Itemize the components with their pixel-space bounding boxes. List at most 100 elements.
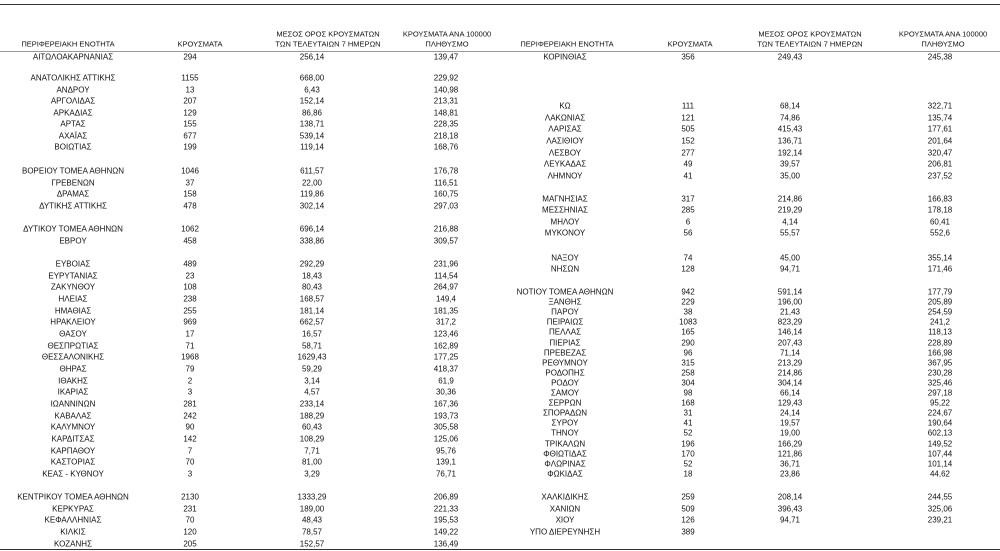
region-cell: ΣΥΡΟΥ [551,418,579,428]
region-cell: ΒΟΙΩΤΙΑΣ [54,142,92,152]
header-avg-7-days: ΤΩΝ ΤΕΛΕΥΤΑΙΩΝ 7 ΗΜΕΡΩΝ [757,39,863,49]
cases-cell: 56 [683,228,693,238]
cases-cell: 509 [681,504,695,514]
region-cell: ΚΕΑΣ - ΚΥΘΝΟΥ [42,469,104,479]
per-100k-cell: 149,22 [433,527,459,537]
region-cell: ΕΥΒΟΙΑΣ [55,259,91,269]
cases-cell: 458 [183,236,197,246]
cases-cell: 170 [681,449,695,459]
cases-cell: 71 [185,341,195,351]
per-100k-cell: 176,78 [433,166,459,176]
per-100k-cell: 116,51 [434,178,458,188]
cases-cell: 478 [183,201,197,211]
cases-cell: 31 [683,408,693,418]
avg-7-days-cell: 249,43 [777,52,803,62]
per-100k-cell: 355,14 [927,253,953,263]
region-cell: ΖΑΚΥΝΘΟΥ [50,282,96,292]
avg-7-days-cell: 192,14 [777,148,803,158]
per-100k-cell: 221,33 [433,504,459,514]
per-100k-cell: 206,89 [433,492,459,502]
region-cell: ΛΑΚΩΝΙΑΣ [544,113,586,123]
avg-7-days-cell: 48,43 [301,515,323,525]
per-100k-cell: 195,53 [433,515,459,525]
region-cell: ΠΑΡΟΥ [551,307,579,317]
cases-cell: 205 [183,539,197,549]
region-cell: ΛΑΣΙΘΙΟΥ [546,136,584,146]
per-100k-cell: 181,35 [433,306,459,316]
region-cell: ΠΙΕΡΙΑΣ [549,338,581,347]
region-cell: ΣΠΟΡΑΔΩΝ [542,408,588,418]
cases-cell: 70 [185,457,195,467]
avg-7-days-cell: 129,43 [777,398,803,408]
per-100k-cell: 177,25 [433,352,459,362]
header-avg-7-days: ΤΩΝ ΤΕΛΕΥΤΑΙΩΝ 7 ΗΜΕΡΩΝ [275,39,381,49]
cases-cell: 677 [183,131,197,140]
header-per-100k: ΚΡΟΥΣΜΑΤΑ ΑΝΑ 100000 [402,29,492,39]
region-cell: ΠΕΛΛΑΣ [548,327,582,337]
per-100k-cell: 171,46 [927,264,953,274]
region-cell: ΚΑΡΔΙΤΣΑΣ [51,434,95,444]
cases-cell: 315 [681,358,695,368]
cases-cell: 1046 [181,166,199,176]
cases-cell: 294 [183,52,197,62]
cases-cell: 3 [187,469,193,479]
cases-cell: 242 [183,411,197,421]
avg-7-days-cell: 68,14 [779,101,801,111]
region-cell: ΚΑΡΠΑΘΟΥ [50,446,96,456]
per-100k-cell: 76,71 [435,469,457,479]
per-100k-cell: 317,2 [435,317,457,327]
avg-7-days-cell: 338,86 [299,236,325,246]
cases-cell: 38 [683,307,693,317]
region-cell: ΚΕΝΤΡΙΚΟΥ ΤΟΜΕΑ ΑΘΗΝΩΝ [17,492,129,502]
avg-7-days-cell: 60,43 [301,422,323,432]
avg-7-days-cell: 7,71 [304,446,320,456]
cases-cell: 129 [183,108,197,117]
avg-7-days-cell: 71,14 [779,348,801,358]
header-rule [0,51,1000,52]
cases-cell: 41 [683,418,693,428]
per-100k-cell: 139,47 [433,52,459,62]
per-100k-cell: 213,31 [433,96,459,106]
avg-7-days-cell: 66,14 [779,388,801,398]
region-cell: ΠΡΕΒΕΖΑΣ [543,348,587,358]
avg-7-days-cell: 233,14 [299,399,325,409]
cases-cell: 90 [185,422,195,432]
per-100k-cell: 166,83 [927,194,953,204]
region-cell: ΚΕΦΑΛΛΗΝΙΑΣ [44,515,102,525]
per-100k-cell: 160,75 [433,189,459,199]
region-cell: ΠΕΙΡΑΙΩΣ [546,317,584,327]
region-cell: ΘΗΡΑΣ [59,364,87,374]
region-cell: ΧΙΟΥ [555,515,575,525]
region-cell: ΜΕΣΣΗΝΙΑΣ [542,205,588,215]
top-rule [0,4,1000,5]
per-100k-cell: 241,2 [929,317,951,327]
cases-cell: 505 [681,124,695,134]
header-region: ΠΕΡΙΦΕΡΕΙΑΚΗ ΕΝΟΤΗΤΑ [520,39,614,49]
region-cell: ΝΑΞΟΥ [551,253,579,263]
per-100k-cell: 177,79 [927,287,953,297]
region-cell: ΚΩ [559,101,571,111]
avg-7-days-cell: 16,57 [301,329,323,339]
per-100k-cell: 135,74 [927,113,953,123]
cases-cell: 23 [185,271,195,281]
cases-cell: 155 [183,119,197,129]
region-cell: ΑΡΤΑΣ [60,119,86,129]
region-cell: ΧΑΛΚΙΔΙΚΗΣ [541,492,589,502]
avg-7-days-cell: 3,14 [304,376,320,386]
per-100k-cell: 30,36 [435,387,457,397]
per-100k-cell: 239,21 [927,515,953,525]
avg-7-days-cell: 189,00 [299,504,325,514]
cases-cell: 285 [681,205,695,215]
cases-cell: 41 [683,171,693,181]
region-cell: ΜΥΚΟΝΟΥ [544,228,586,238]
region-cell: ΛΕΥΚΑΔΑΣ [543,159,587,169]
cases-cell: 229 [681,297,695,307]
avg-7-days-cell: 108,29 [299,434,325,444]
per-100k-cell: 254,59 [927,307,953,317]
per-100k-cell: 114,54 [434,271,458,281]
region-cell: ΑΝΑΤΟΛΙΚΗΣ ΑΤΤΙΚΗΣ [30,73,116,83]
per-100k-cell: 107,44 [927,449,953,459]
per-100k-cell: 44,62 [929,469,951,479]
region-cell: ΦΘΙΩΤΙΔΑΣ [543,449,587,459]
per-100k-cell: 95,76 [435,446,457,456]
